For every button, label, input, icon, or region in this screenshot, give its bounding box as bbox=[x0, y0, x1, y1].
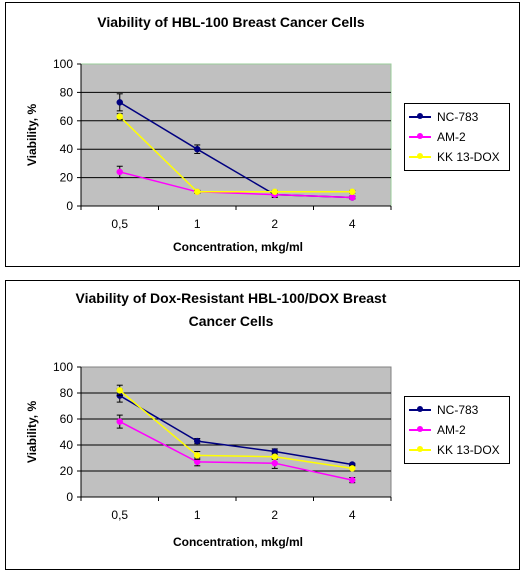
chart-panel-viability-hbl100-dox: Viability of Dox-Resistant HBL-100/DOX B… bbox=[5, 280, 520, 570]
legend-swatch-nc783 bbox=[409, 405, 431, 415]
data-point-nc783 bbox=[194, 437, 201, 445]
data-point-kk13dox bbox=[116, 387, 123, 394]
plot-area bbox=[80, 366, 392, 498]
legend-item-am2: AM-2 bbox=[409, 127, 505, 147]
data-point-kk13dox bbox=[116, 113, 123, 120]
series-line-am2 bbox=[119, 420, 353, 481]
legend-label: KK 13-DOX bbox=[437, 150, 500, 164]
legend-label: NC-783 bbox=[437, 110, 479, 124]
x-tick-label: 1 bbox=[194, 508, 201, 522]
legend-swatch-am2 bbox=[409, 425, 431, 435]
chart-title: Cancer Cells bbox=[189, 313, 274, 329]
x-tick-label: 2 bbox=[271, 217, 278, 231]
y-tick-label: 80 bbox=[60, 386, 74, 400]
x-axis-label: Concentration, mkg/ml bbox=[173, 240, 303, 254]
data-point-nc783 bbox=[194, 145, 201, 153]
legend-swatch-am2 bbox=[409, 132, 431, 142]
series-kk13dox bbox=[116, 384, 356, 472]
series-line-nc783 bbox=[119, 394, 353, 466]
data-point-am2 bbox=[349, 476, 356, 484]
y-tick-label: 40 bbox=[60, 438, 74, 452]
x-tick-label: 4 bbox=[349, 508, 356, 522]
data-point-kk13dox bbox=[271, 453, 278, 460]
chart-title: Viability of HBL-100 Breast Cancer Cells bbox=[97, 14, 365, 30]
legend: NC-783 AM-2 KK 13-DOX bbox=[404, 103, 510, 171]
y-axis-label: Viability, % bbox=[25, 401, 39, 464]
y-tick-label: 100 bbox=[53, 57, 73, 71]
y-tick-label: 0 bbox=[66, 490, 73, 504]
series-line-kk13dox bbox=[119, 389, 353, 470]
x-tick-label: 0,5 bbox=[111, 217, 128, 231]
data-point-kk13dox bbox=[194, 188, 201, 196]
x-tick-label: 2 bbox=[271, 508, 278, 522]
legend-label: NC-783 bbox=[437, 403, 479, 417]
y-tick-label: 60 bbox=[60, 412, 74, 426]
data-point-am2 bbox=[116, 418, 123, 425]
legend-label: AM-2 bbox=[437, 130, 466, 144]
y-tick-label: 0 bbox=[66, 199, 73, 213]
chart-viability-hbl100-dox: Viability of Dox-Resistant HBL-100/DOX B… bbox=[25, 290, 392, 549]
y-tick-label: 80 bbox=[60, 85, 74, 99]
data-point-am2 bbox=[349, 194, 356, 201]
chart-title: Viability of Dox-Resistant HBL-100/DOX B… bbox=[76, 290, 387, 306]
data-point-am2 bbox=[116, 168, 123, 176]
legend-label: KK 13-DOX bbox=[437, 443, 500, 457]
x-tick-label: 4 bbox=[349, 217, 356, 231]
plot-area bbox=[80, 63, 392, 207]
legend-label: AM-2 bbox=[437, 423, 466, 437]
x-axis-label: Concentration, mkg/ml bbox=[173, 535, 303, 549]
legend-item-am2: AM-2 bbox=[409, 420, 505, 440]
legend-swatch-nc783 bbox=[409, 112, 431, 122]
series-am2 bbox=[116, 414, 356, 484]
legend-item-nc783: NC-783 bbox=[409, 107, 505, 127]
chart-viability-hbl100: Viability of HBL-100 Breast Cancer Cells… bbox=[25, 14, 392, 254]
series-line-am2 bbox=[119, 171, 353, 199]
data-point-kk13dox bbox=[349, 465, 356, 472]
legend-swatch-kk13dox bbox=[409, 152, 431, 162]
series-kk13dox bbox=[116, 113, 356, 196]
x-tick-label: 1 bbox=[194, 217, 201, 231]
data-point-kk13dox bbox=[194, 452, 201, 459]
y-tick-label: 20 bbox=[60, 171, 74, 185]
y-tick-label: 20 bbox=[60, 464, 74, 478]
legend: NC-783 AM-2 KK 13-DOX bbox=[404, 396, 510, 464]
data-point-kk13dox bbox=[271, 188, 278, 196]
legend-swatch-kk13dox bbox=[409, 445, 431, 455]
data-point-kk13dox bbox=[349, 188, 356, 196]
legend-item-kk13dox: KK 13-DOX bbox=[409, 147, 505, 167]
data-point-nc783 bbox=[116, 99, 123, 106]
x-tick-label: 0,5 bbox=[111, 508, 128, 522]
legend-item-kk13dox: KK 13-DOX bbox=[409, 440, 505, 460]
legend-item-nc783: NC-783 bbox=[409, 400, 505, 420]
data-point-am2 bbox=[271, 459, 278, 467]
y-tick-label: 100 bbox=[53, 360, 73, 374]
series-line-kk13dox bbox=[119, 116, 353, 193]
chart-panel-viability-hbl100: Viability of HBL-100 Breast Cancer Cells… bbox=[5, 2, 520, 267]
y-axis-label: Viability, % bbox=[25, 104, 39, 167]
y-tick-label: 60 bbox=[60, 114, 74, 128]
y-tick-label: 40 bbox=[60, 142, 74, 156]
